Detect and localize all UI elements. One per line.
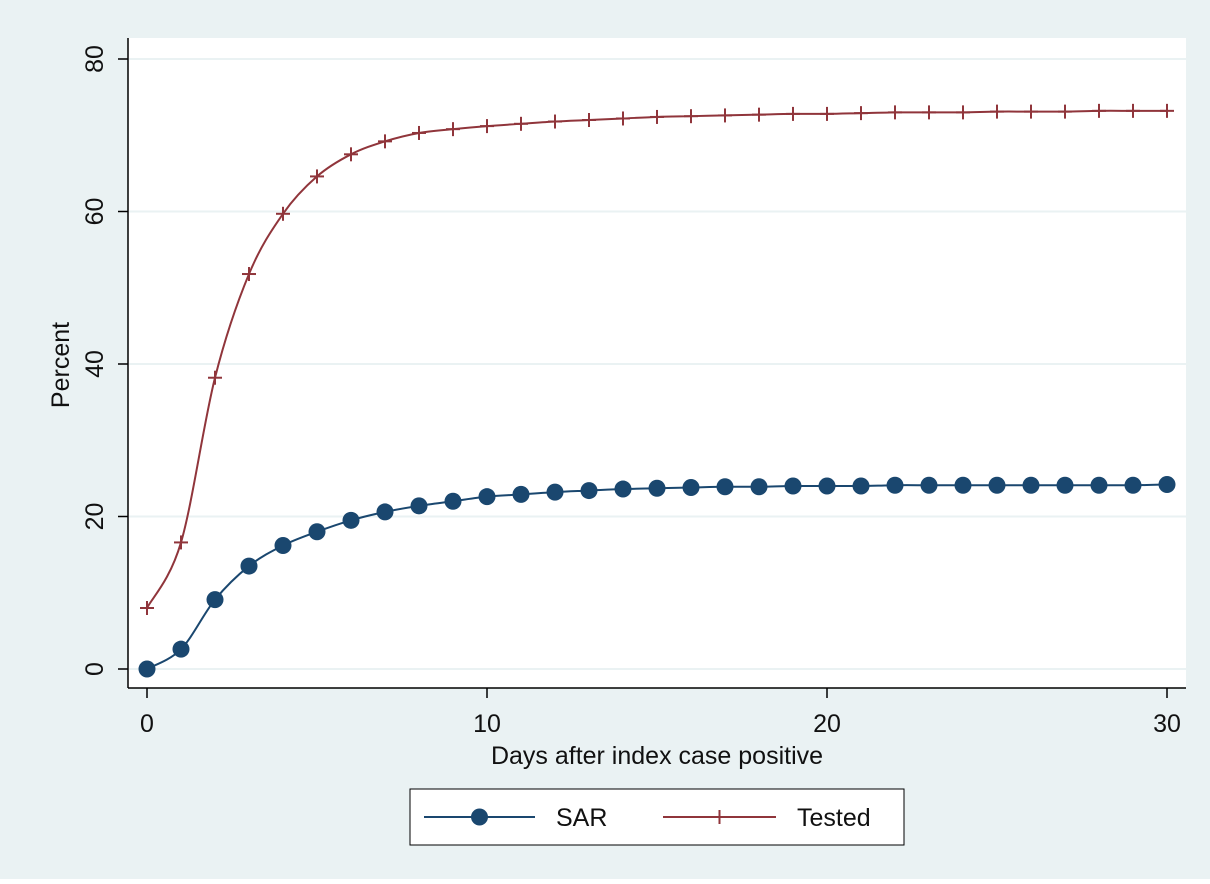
legend-entries: SAR Tested xyxy=(424,804,871,832)
data-point-tested-7 xyxy=(378,134,392,149)
data-point-tested-15 xyxy=(650,109,664,124)
x-axis-label: Days after index case positive xyxy=(491,742,823,770)
y-tick-label-80: 80 xyxy=(81,45,109,73)
legend: SAR Tested xyxy=(409,788,905,846)
data-point-sar-28 xyxy=(1090,476,1108,494)
data-point-sar-13 xyxy=(580,482,598,500)
x-axis-ticks: 0 10 20 30 xyxy=(140,688,1181,738)
legend-item-sar: SAR xyxy=(424,804,607,832)
x-tick-label-10: 10 xyxy=(473,710,501,738)
x-tick-label-0: 0 xyxy=(140,710,154,738)
data-point-tested-4 xyxy=(276,206,290,221)
data-point-sar-16 xyxy=(682,479,700,497)
data-point-tested-0 xyxy=(140,601,154,615)
data-point-sar-6 xyxy=(342,511,360,529)
data-point-tested-12 xyxy=(548,114,562,129)
data-point-sar-12 xyxy=(546,483,564,501)
legend-label-tested: Tested xyxy=(797,804,871,832)
data-point-sar-15 xyxy=(648,479,666,497)
data-point-tested-27 xyxy=(1058,104,1072,119)
data-point-sar-20 xyxy=(818,477,836,495)
data-point-sar-25 xyxy=(988,476,1006,494)
y-tick-label-40: 40 xyxy=(81,350,109,378)
data-point-tested-3 xyxy=(242,267,256,282)
data-point-tested-13 xyxy=(582,113,596,127)
data-point-sar-5 xyxy=(308,523,326,541)
data-point-tested-20 xyxy=(820,106,834,121)
data-point-sar-8 xyxy=(410,497,428,515)
data-point-tested-5 xyxy=(310,169,324,184)
data-point-sar-11 xyxy=(512,485,530,503)
data-point-tested-26 xyxy=(1024,104,1038,119)
x-tick-label-20: 20 xyxy=(813,710,841,738)
data-point-tested-23 xyxy=(922,105,936,120)
series-sar xyxy=(138,475,1176,678)
data-point-tested-21 xyxy=(854,106,868,121)
y-axis-label: Percent xyxy=(47,322,75,408)
data-point-tested-16 xyxy=(684,109,698,124)
legend-marker-tested xyxy=(712,810,727,824)
data-point-sar-23 xyxy=(920,476,938,494)
data-point-tested-28 xyxy=(1092,103,1106,118)
series-tested xyxy=(140,103,1174,615)
data-point-tested-24 xyxy=(956,105,970,120)
data-point-tested-6 xyxy=(344,147,358,162)
data-point-sar-30 xyxy=(1158,475,1176,493)
data-point-tested-29 xyxy=(1126,103,1140,118)
data-point-sar-27 xyxy=(1056,476,1074,494)
data-point-sar-0 xyxy=(138,660,156,678)
data-point-tested-22 xyxy=(888,105,902,120)
data-point-sar-24 xyxy=(954,476,972,494)
data-point-tested-2 xyxy=(208,370,222,385)
data-point-tested-17 xyxy=(718,108,732,123)
data-point-tested-1 xyxy=(174,535,188,550)
data-point-sar-10 xyxy=(478,488,496,506)
data-point-sar-18 xyxy=(750,478,768,496)
legend-label-sar: SAR xyxy=(556,804,607,832)
data-point-sar-3 xyxy=(240,557,258,575)
data-point-tested-10 xyxy=(480,119,494,134)
y-tick-label-60: 60 xyxy=(81,198,109,226)
legend-marker-sar xyxy=(471,808,488,826)
data-point-tested-25 xyxy=(990,104,1004,119)
data-point-sar-17 xyxy=(716,478,734,496)
data-point-tested-11 xyxy=(514,116,528,131)
y-tick-label-20: 20 xyxy=(81,503,109,531)
data-point-sar-29 xyxy=(1124,476,1142,494)
data-point-tested-30 xyxy=(1160,103,1174,118)
legend-item-tested: Tested xyxy=(663,804,871,832)
data-point-tested-8 xyxy=(412,125,426,140)
axes xyxy=(127,38,1186,689)
data-point-sar-19 xyxy=(784,477,802,495)
y-axis-ticks: 0 20 40 60 80 xyxy=(81,45,128,676)
gridlines xyxy=(129,58,1186,670)
data-point-sar-21 xyxy=(852,477,870,495)
data-point-tested-18 xyxy=(752,107,766,122)
data-point-sar-4 xyxy=(274,536,292,554)
data-point-tested-14 xyxy=(616,111,630,126)
data-point-sar-14 xyxy=(614,480,632,498)
data-point-sar-26 xyxy=(1022,476,1040,494)
data-series xyxy=(138,103,1176,678)
data-point-sar-9 xyxy=(444,492,462,510)
data-point-sar-2 xyxy=(206,591,224,609)
data-point-sar-22 xyxy=(886,476,904,494)
data-point-tested-9 xyxy=(446,122,460,137)
data-point-sar-7 xyxy=(376,503,394,521)
data-point-sar-1 xyxy=(172,640,190,658)
x-tick-label-30: 30 xyxy=(1153,710,1181,738)
data-point-tested-19 xyxy=(786,106,800,121)
y-tick-label-0: 0 xyxy=(81,662,109,676)
